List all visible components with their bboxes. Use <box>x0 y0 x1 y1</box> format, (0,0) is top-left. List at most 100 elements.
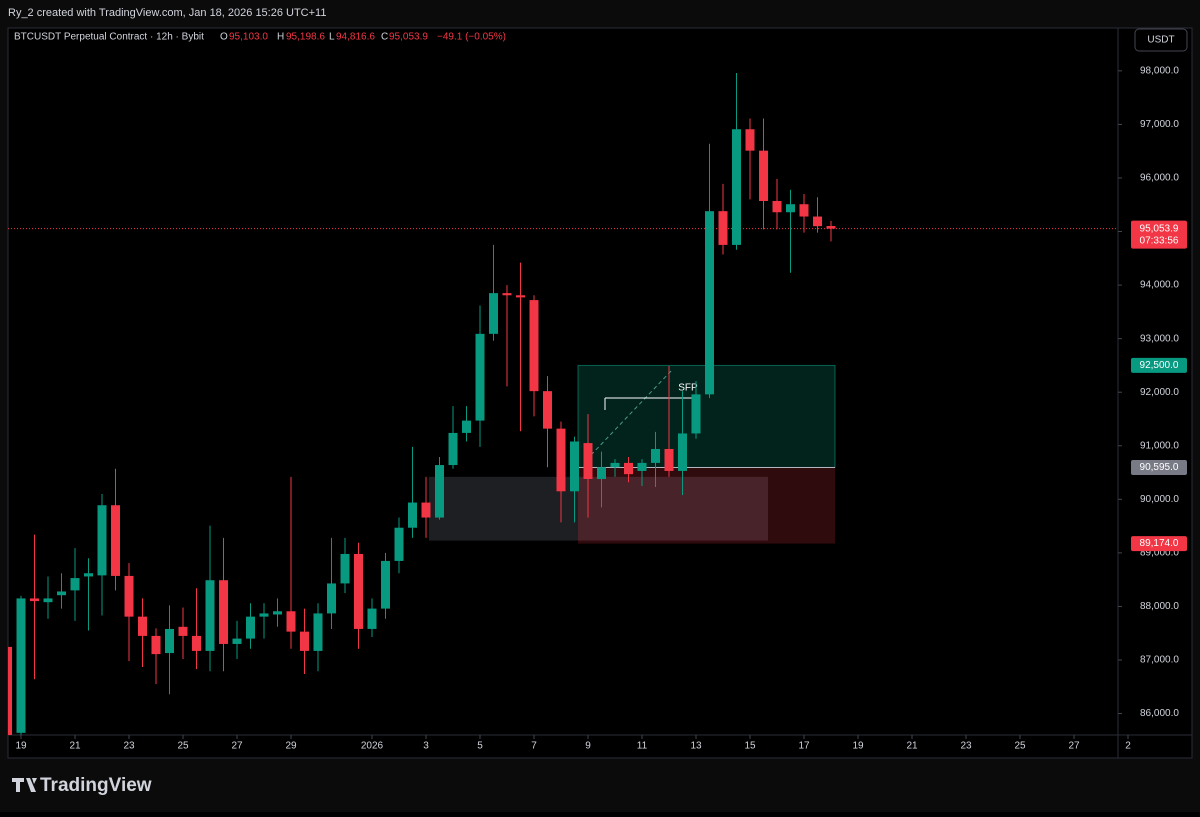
candle-body <box>327 583 336 614</box>
candle-body <box>597 467 606 479</box>
candle-body <box>178 626 188 636</box>
candle-body <box>705 211 714 395</box>
candle-body <box>286 611 296 632</box>
y-tick-label: 88,000.0 <box>1140 601 1179 612</box>
x-tick-label: 27 <box>231 741 243 752</box>
candle-body <box>637 462 647 471</box>
price-tag-label: 90,595.0 <box>1140 462 1179 473</box>
candle-body <box>543 391 552 429</box>
x-tick-label: 23 <box>123 741 135 752</box>
ohlc-value: 95,103.0 <box>229 32 268 43</box>
y-tick-label: 90,000.0 <box>1140 494 1179 505</box>
credit: Ry_2 created with TradingView.com, Jan 1… <box>8 7 326 19</box>
candle-body <box>691 394 701 434</box>
candle-body <box>124 575 134 617</box>
candle-body <box>192 635 201 651</box>
candle-body <box>583 443 593 479</box>
price-tag <box>1131 536 1187 552</box>
candle-body <box>489 293 498 334</box>
candle-body <box>138 616 147 636</box>
candle-body <box>43 598 53 603</box>
chart-frame <box>7 27 1193 759</box>
symbol: BTCUSDT Perpetual Contract · 12h · Bybit <box>14 32 204 43</box>
candle-body <box>678 433 687 471</box>
ohlc-label: C <box>381 32 388 43</box>
x-tick-label: 9 <box>585 741 591 752</box>
y-tick-label: 98,000.0 <box>1140 65 1179 76</box>
candle-body <box>232 638 242 644</box>
change: −49.1 (−0.05%) <box>437 32 506 43</box>
ohlc-value: 94,816.6 <box>336 32 375 43</box>
y-tick-label: 89,000.0 <box>1140 548 1179 559</box>
sfp-label: SFP <box>678 383 698 394</box>
x-tick-label: 5 <box>477 741 483 752</box>
ohlc-label: O <box>220 32 228 43</box>
y-tick-label: 97,000.0 <box>1140 119 1179 130</box>
x-tick-label: 21 <box>69 741 81 752</box>
price-tag-label: 95,053.9 <box>1140 223 1179 234</box>
candle-body <box>219 580 228 644</box>
candle-body <box>354 553 363 629</box>
brand: TradingView <box>40 775 152 796</box>
candle-body <box>313 613 323 651</box>
zone <box>429 476 768 541</box>
price-tag-label: 92,500.0 <box>1140 360 1179 371</box>
candle-body <box>259 613 269 617</box>
price-tag <box>1131 220 1187 249</box>
x-tick-label: 29 <box>285 741 297 752</box>
stop-zone <box>578 467 835 544</box>
candle-body <box>84 573 93 577</box>
candle-body <box>205 580 215 651</box>
sfp-dash <box>590 369 673 456</box>
x-tick-label: 2026 <box>361 741 384 752</box>
candle-body <box>759 150 768 202</box>
candle-body <box>718 211 728 245</box>
candle-body <box>394 527 404 561</box>
candle-body <box>624 462 633 475</box>
y-tick-label: 94,000.0 <box>1140 280 1179 291</box>
candle-body <box>273 611 282 615</box>
x-tick-label: 19 <box>852 741 864 752</box>
logo: TradingView <box>12 775 152 796</box>
candle-body <box>246 616 255 639</box>
x-tick-label: 19 <box>15 741 27 752</box>
candle-body <box>408 502 417 528</box>
candle-body <box>745 129 755 151</box>
logo-mark <box>12 778 37 792</box>
candle-body <box>435 465 444 518</box>
candle-body <box>610 462 620 468</box>
candle-body <box>340 553 350 584</box>
price-tag <box>1131 459 1187 475</box>
x-tick-label: 23 <box>960 741 972 752</box>
price-tag-label: 89,174.0 <box>1140 538 1179 549</box>
x-tick-label: 17 <box>798 741 810 752</box>
candle-body <box>300 631 309 651</box>
candle-body <box>772 201 782 213</box>
candle-body <box>165 628 174 654</box>
candle-body <box>786 204 795 213</box>
x-tick-label: 21 <box>906 741 918 752</box>
currency-label: USDT <box>1147 35 1174 46</box>
ohlc-value: 95,053.9 <box>389 32 428 43</box>
currency-button[interactable] <box>1134 28 1188 52</box>
x-tick-label: 11 <box>637 741 648 752</box>
candle-body <box>367 608 377 629</box>
candle-body <box>826 226 836 229</box>
x-tick-label: 27 <box>1068 741 1080 752</box>
candle-body <box>448 432 458 466</box>
y-tick-label: 96,000.0 <box>1140 173 1179 184</box>
ohlc-value: 95,198.6 <box>286 32 325 43</box>
candle-body <box>57 591 66 596</box>
candle-body <box>8 646 12 735</box>
y-tick-label: 91,000.0 <box>1140 440 1179 451</box>
candle-body <box>529 300 539 392</box>
candle-body <box>664 448 674 471</box>
candle-body <box>516 295 525 298</box>
candle-body <box>151 635 161 655</box>
candle-body <box>556 428 566 492</box>
candle-body <box>111 505 120 576</box>
candle-body <box>30 598 39 602</box>
candle-body <box>799 204 809 217</box>
